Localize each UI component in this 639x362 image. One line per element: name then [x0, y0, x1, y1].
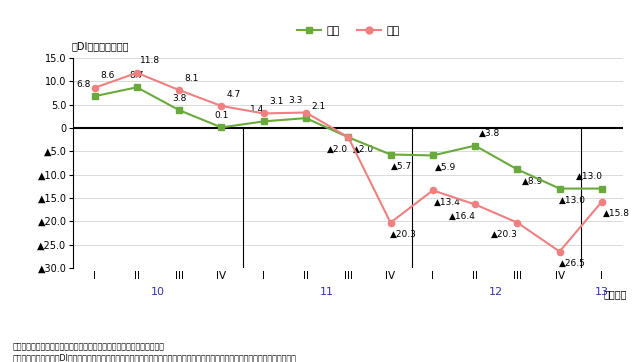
- Text: ▲20.3: ▲20.3: [390, 230, 417, 239]
- Text: 11: 11: [320, 287, 334, 297]
- Text: ▲8.9: ▲8.9: [521, 177, 543, 186]
- Text: 2.1: 2.1: [312, 102, 326, 111]
- Text: ▲26.5: ▲26.5: [559, 259, 586, 268]
- Text: ▲3.8: ▲3.8: [479, 129, 500, 138]
- Text: ▲20.3: ▲20.3: [491, 230, 518, 239]
- Text: 3.3: 3.3: [288, 96, 303, 105]
- Text: 13: 13: [595, 287, 609, 297]
- Text: 資料：中小企投庁・（独）中小企業基盤整備機構「中小企業景況調査」: 資料：中小企投庁・（独）中小企業基盤整備機構「中小企業景況調査」: [13, 342, 165, 351]
- Text: ▲15.8: ▲15.8: [603, 209, 630, 218]
- Legend: 全国, 東北: 全国, 東北: [292, 21, 404, 41]
- Text: 8.7: 8.7: [130, 71, 144, 80]
- Text: 12: 12: [489, 287, 504, 297]
- Text: 11.8: 11.8: [139, 56, 160, 66]
- Text: 1.4: 1.4: [250, 105, 265, 114]
- Text: （注）　従業員過不足DIは、今期の従業員数が「過剰」と答えた企業の割合（％）から、「不足」と答えた企業の割合（％）を引い: （注） 従業員過不足DIは、今期の従業員数が「過剰」と答えた企業の割合（％）から…: [13, 353, 296, 362]
- Text: ▲5.9: ▲5.9: [435, 163, 456, 172]
- Text: ▲13.0: ▲13.0: [558, 196, 586, 205]
- Text: 6.8: 6.8: [77, 80, 91, 89]
- Text: ▲16.4: ▲16.4: [449, 212, 476, 221]
- Text: （年期）: （年期）: [604, 289, 627, 299]
- Text: ▲2.0: ▲2.0: [353, 145, 374, 154]
- Text: 8.6: 8.6: [100, 71, 114, 80]
- Text: 4.7: 4.7: [227, 89, 242, 98]
- Text: （DI、今期の水準）: （DI、今期の水準）: [72, 42, 129, 52]
- Text: 3.8: 3.8: [172, 94, 187, 103]
- Text: ▲13.4: ▲13.4: [434, 198, 461, 207]
- Text: ▲2.0: ▲2.0: [327, 145, 348, 154]
- Text: 8.1: 8.1: [185, 73, 199, 83]
- Text: 10: 10: [151, 287, 165, 297]
- Text: 0.1: 0.1: [214, 111, 229, 120]
- Text: ▲13.0: ▲13.0: [576, 172, 603, 181]
- Text: 3.1: 3.1: [269, 97, 284, 106]
- Text: ▲5.7: ▲5.7: [390, 162, 412, 171]
